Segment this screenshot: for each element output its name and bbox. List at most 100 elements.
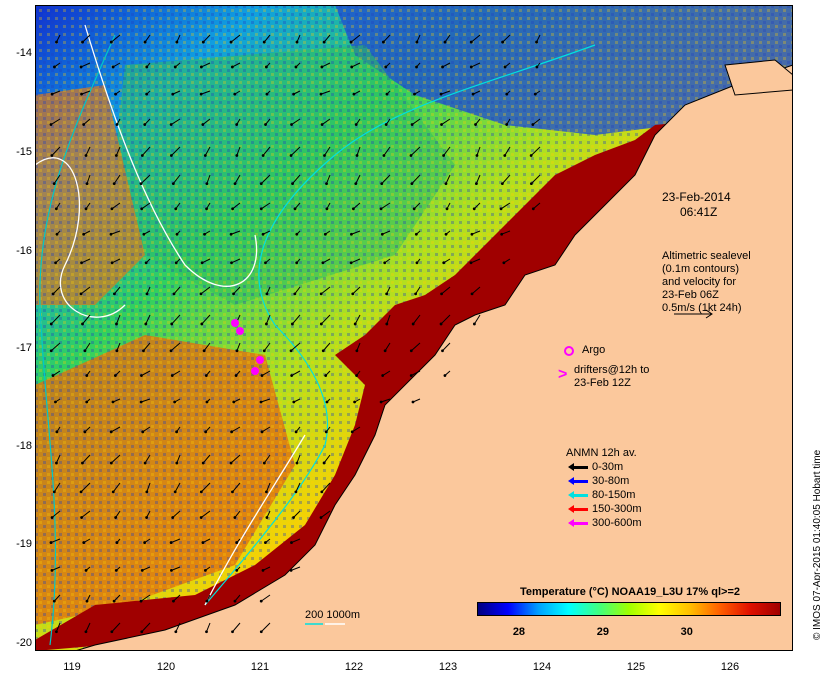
velocity-arrowhead	[52, 599, 56, 603]
velocity-arrowhead	[175, 232, 179, 236]
velocity-arrow	[110, 34, 121, 43]
velocity-arrowhead	[531, 123, 535, 126]
velocity-arrow	[381, 174, 391, 184]
velocity-arrow	[290, 342, 301, 352]
velocity-arrowhead	[355, 349, 359, 353]
velocity-arrowhead	[319, 516, 323, 519]
drifter-marker	[231, 319, 239, 327]
velocity-arrow	[380, 202, 391, 210]
velocity-arrow	[144, 454, 151, 464]
velocity-arrow	[83, 118, 91, 125]
velocity-arrowhead	[169, 154, 173, 157]
velocity-arrow	[172, 174, 181, 184]
velocity-arrow	[263, 34, 271, 43]
velocity-arrowhead	[469, 261, 473, 265]
velocity-arrowhead	[410, 182, 414, 186]
velocity-arrowhead	[415, 65, 418, 69]
velocity-arrow	[55, 622, 61, 632]
velocity-arrowhead	[229, 461, 233, 465]
velocity-arrowhead	[295, 40, 299, 44]
velocity-arrow	[173, 286, 181, 295]
velocity-arrowhead	[169, 123, 173, 126]
velocity-arrow	[81, 510, 91, 518]
velocity-arrow	[201, 62, 211, 68]
velocity-arrowhead	[379, 400, 383, 404]
velocity-arrow	[51, 90, 61, 95]
velocity-arrow	[324, 146, 331, 156]
velocity-arrowhead	[199, 65, 203, 69]
velocity-arrow	[323, 34, 331, 43]
velocity-arrow	[52, 286, 61, 295]
velocity-arrow	[81, 90, 91, 95]
velocity-arrowhead	[503, 65, 507, 69]
velocity-arrow	[290, 146, 301, 156]
velocity-arrowhead	[535, 65, 539, 69]
anmn-legend-item: 0-30m	[568, 460, 623, 474]
velocity-arrowhead	[142, 232, 146, 236]
velocity-arrowhead	[85, 182, 89, 186]
velocity-arrow	[140, 174, 151, 184]
velocity-arrowhead	[54, 207, 58, 211]
velocity-arrow	[141, 202, 151, 210]
velocity-arrowhead	[294, 430, 298, 434]
velocity-arrowhead	[499, 207, 503, 211]
velocity-arrowhead	[229, 232, 233, 236]
velocity-arrowhead	[505, 123, 509, 126]
velocity-arrowhead	[83, 349, 87, 353]
velocity-arrowhead	[55, 461, 58, 465]
sealevel-contour-3	[204, 434, 306, 606]
velocity-arrowhead	[289, 568, 293, 572]
velocity-arrowhead	[265, 92, 269, 96]
velocity-arrowhead	[85, 374, 89, 377]
velocity-arrowhead	[259, 400, 263, 404]
velocity-arrowhead	[412, 207, 416, 211]
velocity-arrow	[200, 90, 211, 95]
velocity-arrowhead	[325, 207, 329, 211]
velocity-arrow	[350, 34, 361, 43]
lon-tick: 119	[63, 661, 81, 673]
velocity-arrowhead	[385, 292, 389, 296]
velocity-arrow	[84, 342, 91, 352]
velocity-arrow	[172, 370, 181, 376]
colorbar-tick: 28	[512, 626, 526, 638]
velocity-arrow	[141, 370, 151, 376]
velocity-arrowhead	[233, 516, 237, 519]
lat-tick: -18	[16, 440, 32, 452]
velocity-arrow	[292, 314, 301, 325]
lat-tick: -19	[16, 538, 32, 550]
map-border	[35, 5, 793, 651]
velocity-arrowhead	[383, 261, 387, 265]
velocity-arrow	[504, 146, 511, 156]
velocity-arrow	[53, 482, 61, 493]
sealevel-contour-1	[35, 157, 126, 318]
velocity-arrowhead	[323, 154, 326, 157]
velocity-arrow	[471, 62, 481, 68]
velocity-arrowhead	[262, 349, 266, 353]
velocity-arrowhead	[115, 322, 118, 326]
velocity-arrowhead	[470, 292, 474, 296]
velocity-arrow	[111, 202, 121, 210]
velocity-arrowhead	[291, 182, 294, 186]
velocity-arrowhead	[110, 261, 114, 265]
velocity-arrow	[383, 146, 391, 156]
velocity-arrow	[51, 510, 61, 518]
velocity-arrow	[291, 118, 301, 125]
velocity-arrowhead	[232, 292, 235, 296]
velocity-arrowhead	[531, 207, 535, 211]
velocity-arrow	[80, 286, 91, 295]
velocity-arrowhead	[205, 207, 208, 211]
velocity-arrowhead	[81, 322, 84, 326]
velocity-arrowhead	[290, 123, 293, 126]
velocity-arrow	[140, 398, 151, 403]
velocity-arrowhead	[291, 322, 294, 326]
velocity-arrow	[384, 342, 391, 352]
velocity-arrow	[383, 34, 391, 43]
velocity-arrowhead	[50, 92, 54, 96]
velocity-arrowhead	[439, 322, 443, 326]
velocity-arrowhead	[52, 490, 56, 494]
velocity-arrow	[173, 594, 181, 602]
velocity-arrow	[232, 202, 241, 210]
velocity-arrow	[350, 258, 361, 264]
velocity-arrowhead	[85, 599, 89, 603]
velocity-arrowhead	[475, 154, 479, 157]
